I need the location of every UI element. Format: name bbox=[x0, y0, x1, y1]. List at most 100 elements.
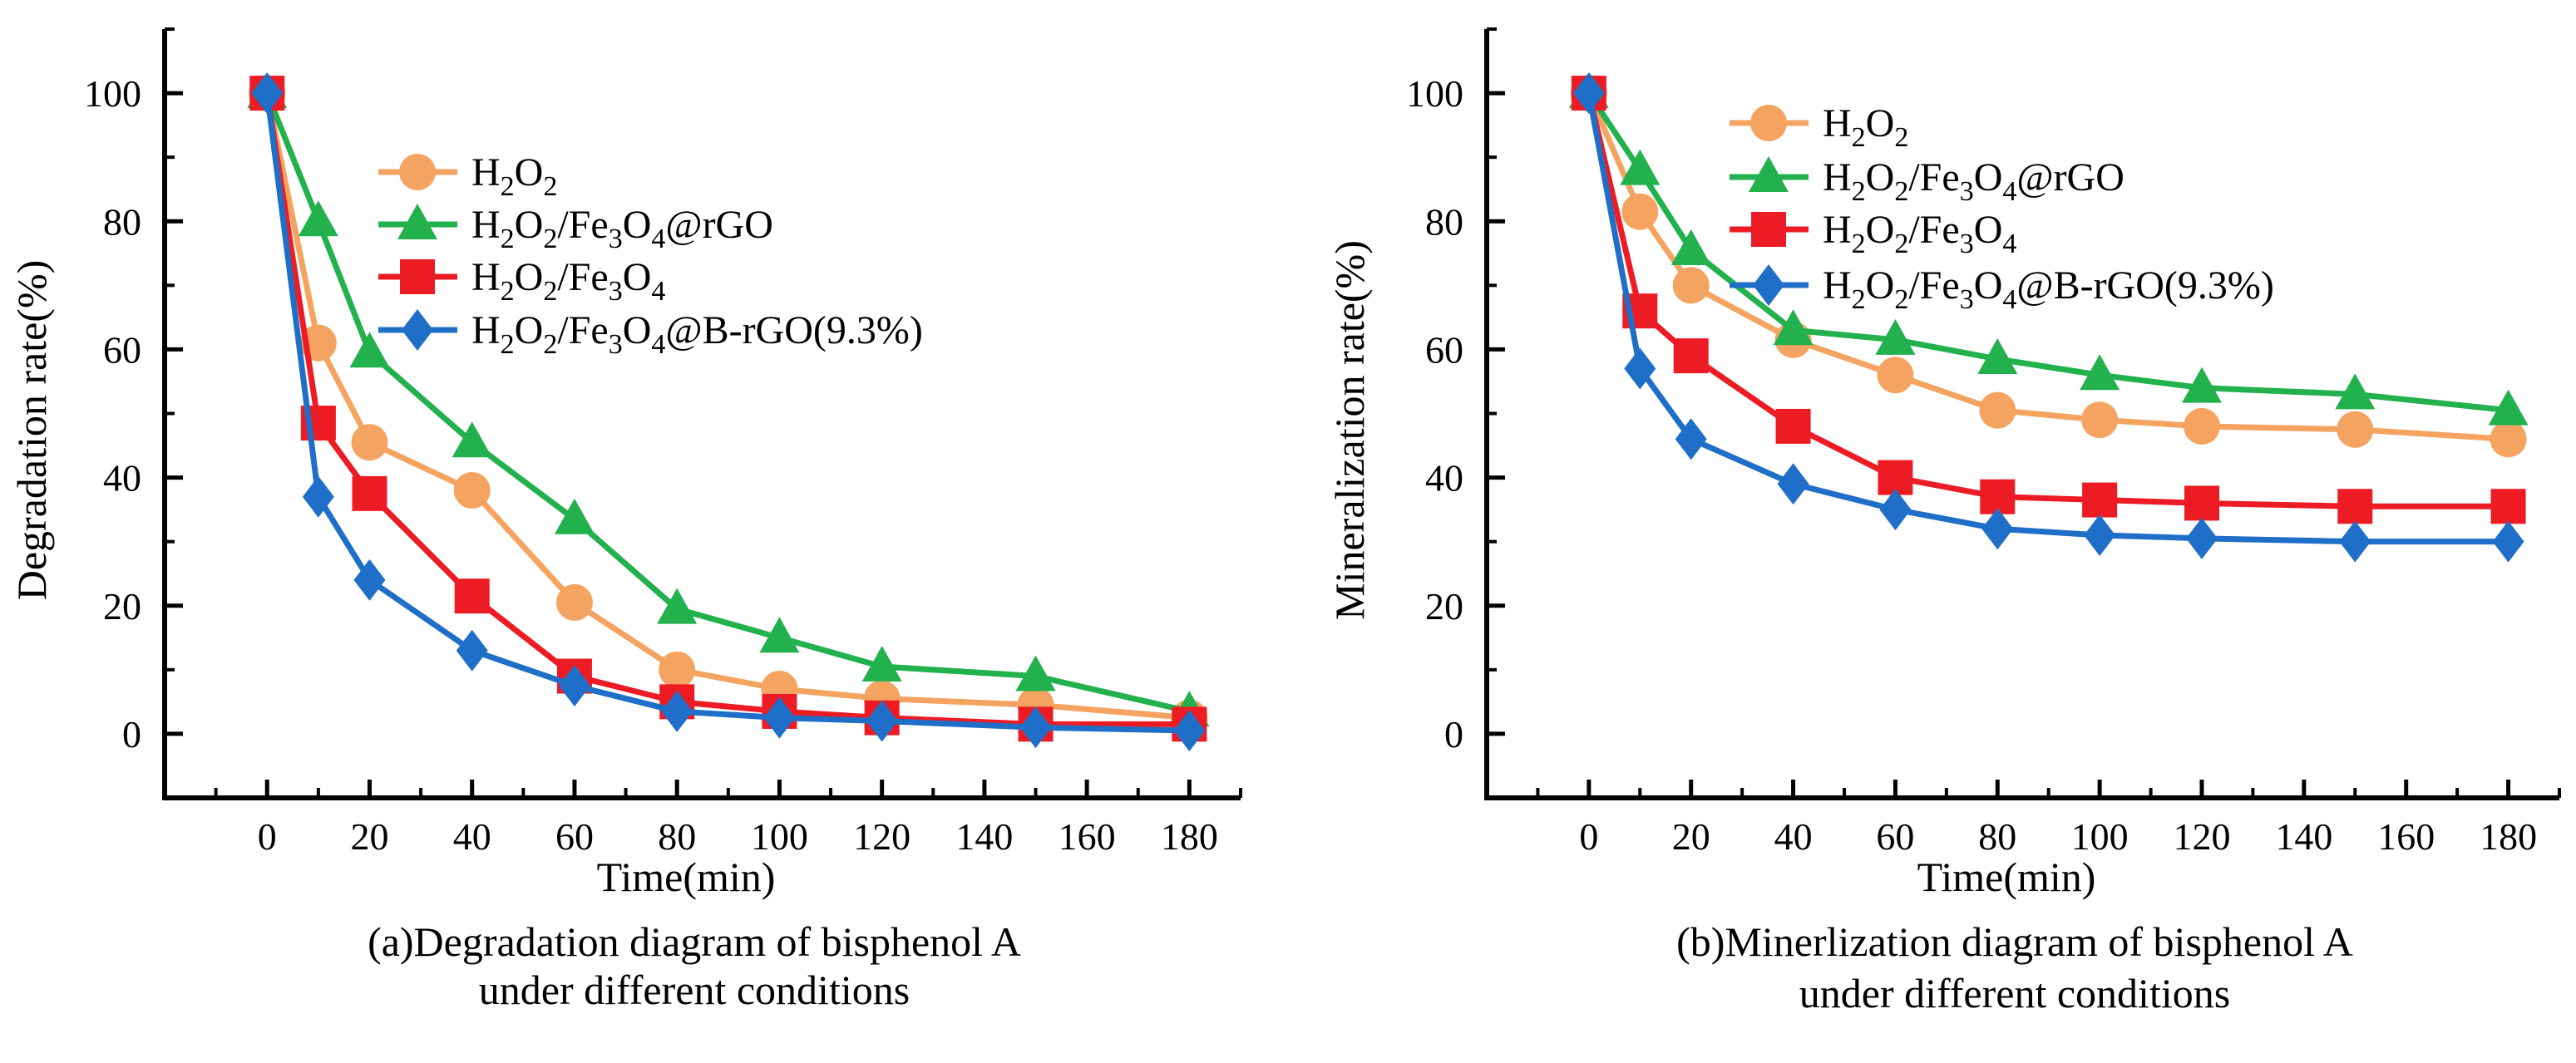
data-point bbox=[861, 645, 902, 682]
legend-label: H2O2/Fe3O4@rGO bbox=[471, 203, 773, 254]
x-tick-label: 60 bbox=[1876, 815, 1914, 858]
data-point bbox=[456, 629, 488, 672]
x-tick-label: 140 bbox=[955, 815, 1013, 858]
y-tick-label: 20 bbox=[103, 585, 141, 627]
caption-line-2: under different conditions bbox=[479, 967, 910, 1013]
x-tick-label: 160 bbox=[1059, 815, 1116, 858]
legend-marker bbox=[397, 204, 437, 239]
chart-panel-b: 0 20 40 60 80 100 0 20 40 60 80 100 120 140 160 180 Time… bbox=[1326, 27, 2561, 1016]
legend-label: H2O2/Fe3O4 bbox=[1823, 208, 2016, 259]
legend-marker bbox=[1749, 156, 1789, 192]
series-line bbox=[1586, 92, 2509, 509]
series-2 bbox=[249, 76, 1207, 742]
x-tick-label: 100 bbox=[751, 815, 808, 858]
caption-line-1: (a)Degradation diagram of bisphenol A bbox=[368, 918, 1021, 965]
data-point bbox=[1775, 408, 1811, 444]
series-3 bbox=[1572, 72, 2524, 563]
data-point bbox=[298, 200, 338, 237]
data-point bbox=[2186, 517, 2218, 559]
data-point bbox=[759, 617, 800, 653]
y-tick-label: 80 bbox=[1425, 200, 1463, 243]
x-tick-label: 180 bbox=[1161, 815, 1218, 858]
x-tick-label: 100 bbox=[2071, 815, 2129, 858]
x-tick-label: 20 bbox=[350, 815, 388, 858]
data-point bbox=[1673, 338, 1709, 374]
series-line bbox=[264, 92, 1190, 727]
x-tick-label: 0 bbox=[258, 815, 277, 858]
legend-marker bbox=[400, 259, 435, 294]
x-tick-label: 140 bbox=[2275, 815, 2332, 858]
data-point bbox=[1173, 710, 1206, 752]
legend-marker bbox=[1751, 212, 1786, 247]
data-point bbox=[1015, 655, 1056, 691]
y-tick-label: 40 bbox=[103, 457, 141, 500]
legend-label: H2O2/Fe3O4@B-rGO(9.3%) bbox=[1823, 263, 2274, 315]
legend-label: H2O2/Fe3O4@B-rGO(9.3%) bbox=[471, 308, 923, 360]
legend: H2O2H2O2/Fe3O4@rGOH2O2/Fe3O4H2O2/Fe3O4@B… bbox=[378, 150, 923, 360]
data-point bbox=[554, 498, 595, 534]
data-point bbox=[454, 578, 490, 614]
y-tick-label: 20 bbox=[1425, 585, 1463, 627]
data-point bbox=[349, 332, 390, 368]
series-line bbox=[1586, 91, 2509, 414]
legend-label: H2O2/Fe3O4@rGO bbox=[1823, 155, 2124, 207]
x-axis-title: Time(min) bbox=[597, 854, 776, 900]
series-line bbox=[264, 91, 1191, 715]
data-point bbox=[302, 475, 334, 518]
series-1 bbox=[1568, 72, 2529, 426]
data-point bbox=[453, 472, 491, 509]
y-tick-label: 100 bbox=[1406, 72, 1463, 115]
data-point bbox=[1675, 418, 1707, 460]
data-point bbox=[657, 588, 698, 624]
data-point bbox=[659, 651, 696, 688]
y-tick-label: 60 bbox=[103, 328, 141, 371]
data-point bbox=[1773, 309, 1814, 346]
legend-marker bbox=[1753, 264, 1784, 306]
series-line bbox=[1586, 92, 2509, 545]
data-point bbox=[1981, 508, 2014, 550]
data-point bbox=[1977, 337, 2018, 374]
data-point bbox=[2490, 489, 2526, 524]
data-point bbox=[2184, 485, 2219, 521]
data-point bbox=[763, 696, 796, 739]
data-point bbox=[866, 700, 898, 742]
data-point bbox=[2335, 373, 2376, 410]
data-point bbox=[2080, 354, 2120, 391]
data-point bbox=[1019, 706, 1052, 749]
data-point bbox=[452, 421, 492, 458]
legend-label: H2O2/Fe3O4 bbox=[471, 255, 665, 307]
x-tick-label: 60 bbox=[555, 815, 594, 858]
series-line bbox=[264, 92, 1190, 734]
data-point bbox=[2337, 411, 2374, 448]
x-tick-label: 120 bbox=[2174, 815, 2231, 858]
data-point bbox=[1624, 347, 1656, 390]
data-point bbox=[661, 690, 693, 732]
caption-line-1: (b)Minerlization diagram of bisphenol A bbox=[1676, 918, 2353, 965]
data-point bbox=[1979, 391, 2016, 429]
x-tick-label: 120 bbox=[853, 815, 910, 858]
series-3 bbox=[251, 72, 1206, 752]
data-point bbox=[1670, 229, 1711, 265]
data-point bbox=[2490, 421, 2527, 458]
x-tick-label: 20 bbox=[1672, 815, 1710, 858]
x-tick-label: 80 bbox=[1978, 815, 2016, 858]
series-line bbox=[264, 92, 1190, 721]
data-point bbox=[2337, 489, 2373, 524]
data-point bbox=[1621, 193, 1659, 230]
chart-panel-a: 0 20 40 60 80 100 0 20 40 60 80 100 120 140 160 180 Time… bbox=[8, 27, 1242, 1013]
y-tick-label: 100 bbox=[84, 72, 141, 115]
y-axis-title: Mineralization rate(%) bbox=[1326, 240, 1373, 620]
x-tick-label: 160 bbox=[2377, 815, 2435, 858]
data-point bbox=[353, 559, 386, 601]
y-axis-title: Degradation rate(%) bbox=[8, 260, 55, 601]
legend-marker bbox=[399, 154, 436, 190]
y-tick-label: 60 bbox=[1425, 328, 1463, 371]
series-line bbox=[1586, 91, 2509, 442]
data-point bbox=[2182, 367, 2222, 403]
data-point bbox=[251, 72, 284, 115]
legend-label: H2O2 bbox=[471, 150, 557, 202]
data-point bbox=[351, 424, 388, 461]
y-tick-label: 0 bbox=[122, 713, 141, 755]
data-point bbox=[2082, 482, 2118, 518]
